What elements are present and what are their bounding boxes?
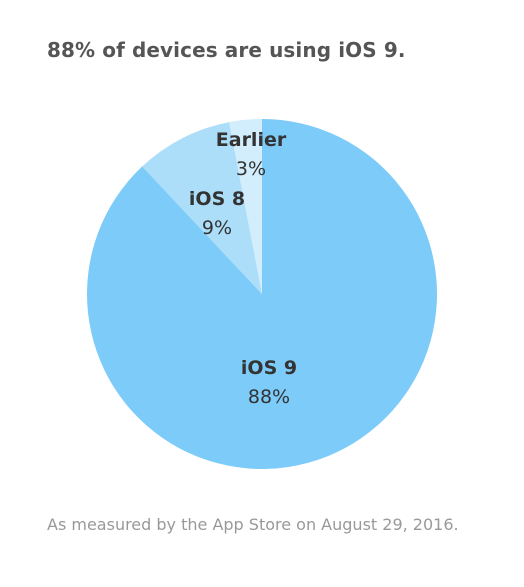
slice-label-earlier: Earlier: [216, 129, 287, 151]
pie-slice-ios8: [142, 122, 262, 294]
slice-value-ios9: 88%: [248, 386, 290, 408]
pie-slice-earlier: [229, 119, 262, 294]
slice-value-ios8: 9%: [202, 217, 232, 239]
slice-value-earlier: 3%: [236, 158, 266, 180]
source-footnote: As measured by the App Store on August 2…: [47, 515, 459, 534]
pie-slices: [87, 119, 437, 469]
page-title: 88% of devices are using iOS 9.: [47, 38, 406, 62]
slice-label-ios9: iOS 9: [241, 357, 297, 379]
slice-label-ios8: iOS 8: [189, 188, 245, 210]
